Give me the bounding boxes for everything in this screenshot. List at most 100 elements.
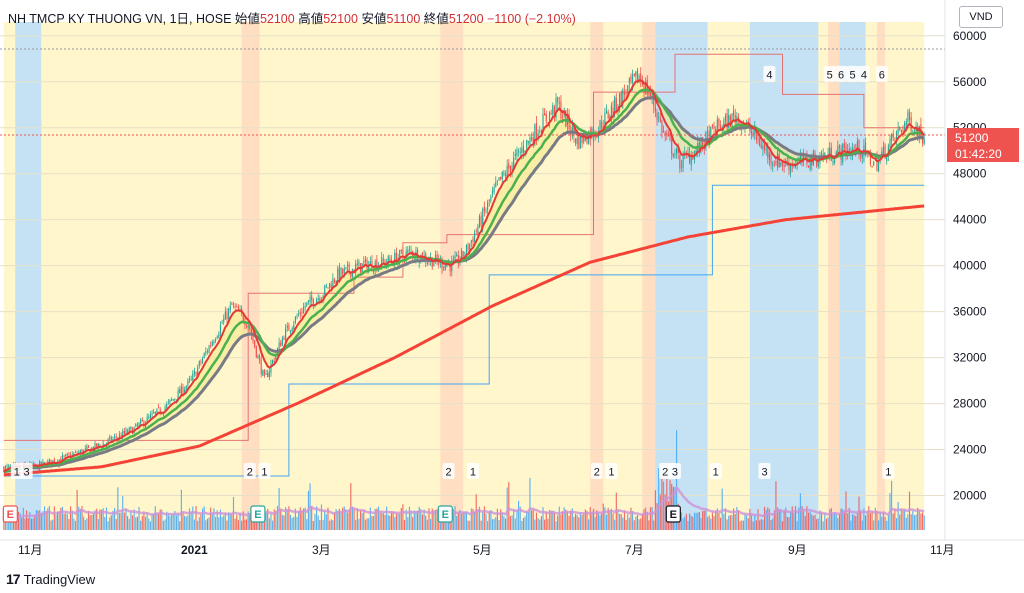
volume-bar bbox=[783, 509, 785, 530]
volume-bar bbox=[726, 519, 728, 530]
candle-body bbox=[531, 137, 533, 141]
candle-body bbox=[358, 261, 360, 266]
volume-bar bbox=[918, 511, 920, 530]
change-value: −1100 (−2.10%) bbox=[487, 12, 576, 26]
candle-body bbox=[319, 298, 321, 302]
candle-body bbox=[667, 132, 670, 136]
candle-body bbox=[662, 130, 665, 132]
volume-bar bbox=[216, 510, 218, 530]
candle-body bbox=[905, 121, 907, 125]
candle-body bbox=[254, 340, 256, 348]
volume-bar bbox=[882, 511, 885, 530]
candle-body bbox=[620, 92, 622, 106]
sequence-label: 1 bbox=[608, 467, 614, 479]
candle-body bbox=[226, 312, 228, 320]
volume-bar bbox=[348, 509, 350, 530]
volume-bar bbox=[285, 507, 287, 530]
volume-bar bbox=[389, 515, 391, 530]
volume-bar bbox=[518, 500, 520, 530]
volume-bar bbox=[454, 506, 456, 530]
volume-bar bbox=[627, 513, 629, 530]
candle-body bbox=[112, 438, 114, 441]
volume-bar bbox=[923, 515, 925, 530]
volume-bar bbox=[711, 512, 713, 530]
volume-bar bbox=[643, 509, 645, 530]
volume-bar bbox=[335, 509, 337, 530]
volume-bar bbox=[602, 503, 604, 530]
volume-bar bbox=[519, 506, 521, 530]
volume-bar bbox=[607, 507, 609, 530]
candle-body bbox=[99, 444, 101, 446]
earnings-mark-bg bbox=[437, 505, 453, 523]
volume-bar bbox=[480, 520, 482, 530]
volume-bar bbox=[112, 510, 114, 530]
volume-bar bbox=[99, 509, 101, 530]
volume-bar bbox=[53, 506, 55, 530]
candle-body bbox=[884, 145, 886, 159]
candle-body bbox=[263, 370, 266, 376]
volume-bar bbox=[79, 508, 81, 530]
volume-bar bbox=[267, 508, 269, 530]
volume-bar bbox=[869, 513, 871, 530]
candle-body bbox=[188, 378, 191, 380]
candle-body bbox=[302, 307, 305, 313]
volume-bar bbox=[43, 506, 46, 530]
candle-body bbox=[179, 389, 181, 394]
volume-bar bbox=[733, 508, 735, 530]
candle-body bbox=[666, 132, 668, 136]
sequence-label-bg bbox=[590, 463, 603, 479]
volume-bar bbox=[490, 509, 492, 530]
candle-body bbox=[790, 163, 792, 173]
volume-bar bbox=[762, 519, 764, 530]
volume-bar bbox=[418, 506, 420, 530]
currency-button[interactable]: VND bbox=[959, 6, 1003, 28]
volume-bar bbox=[594, 517, 596, 530]
volume-bar bbox=[526, 511, 528, 530]
candle-body bbox=[223, 318, 225, 323]
volume-bar bbox=[138, 507, 140, 530]
volume-bar bbox=[149, 521, 151, 530]
y-tick-label: 48000 bbox=[953, 167, 987, 181]
candle-body bbox=[638, 75, 640, 83]
candle-body bbox=[586, 140, 588, 144]
candle-body bbox=[324, 285, 326, 296]
candle-body bbox=[211, 341, 213, 346]
volume-bar bbox=[705, 510, 707, 530]
candle-body bbox=[518, 150, 520, 152]
zone-band bbox=[839, 22, 866, 530]
sequence-top-label: 5 bbox=[827, 69, 833, 81]
volume-bar bbox=[635, 516, 637, 530]
candle-body bbox=[446, 264, 448, 267]
volume-bar bbox=[465, 511, 468, 530]
volume-bar bbox=[806, 506, 808, 530]
volume-bar bbox=[723, 513, 725, 530]
volume-bar bbox=[682, 518, 684, 530]
candle-body bbox=[40, 461, 42, 466]
candle-body bbox=[757, 138, 759, 140]
candle-body bbox=[60, 459, 62, 462]
volume-bar bbox=[162, 520, 165, 530]
volume-bar bbox=[563, 507, 565, 530]
candle-body bbox=[669, 134, 671, 140]
zone-band bbox=[15, 22, 42, 530]
volume-bar bbox=[294, 508, 296, 530]
volume-bar bbox=[81, 506, 83, 530]
volume-bar bbox=[664, 494, 666, 530]
volume-bar bbox=[322, 519, 324, 530]
volume-bar bbox=[814, 514, 816, 530]
candle-body bbox=[506, 165, 508, 178]
tradingview-logo[interactable]: 17 TradingView bbox=[6, 571, 95, 587]
candle-body bbox=[9, 466, 11, 467]
candle-body bbox=[221, 323, 223, 325]
volume-bar bbox=[755, 520, 757, 530]
volume-bar bbox=[798, 507, 800, 530]
sequence-label: 3 bbox=[672, 467, 678, 479]
volume-bar bbox=[291, 517, 293, 530]
candle-body bbox=[143, 420, 145, 427]
candle-body bbox=[565, 110, 567, 128]
candle-body bbox=[539, 131, 541, 132]
volume-bar bbox=[487, 520, 489, 530]
lower-step-line bbox=[3, 184, 925, 477]
candle-body bbox=[759, 138, 761, 147]
